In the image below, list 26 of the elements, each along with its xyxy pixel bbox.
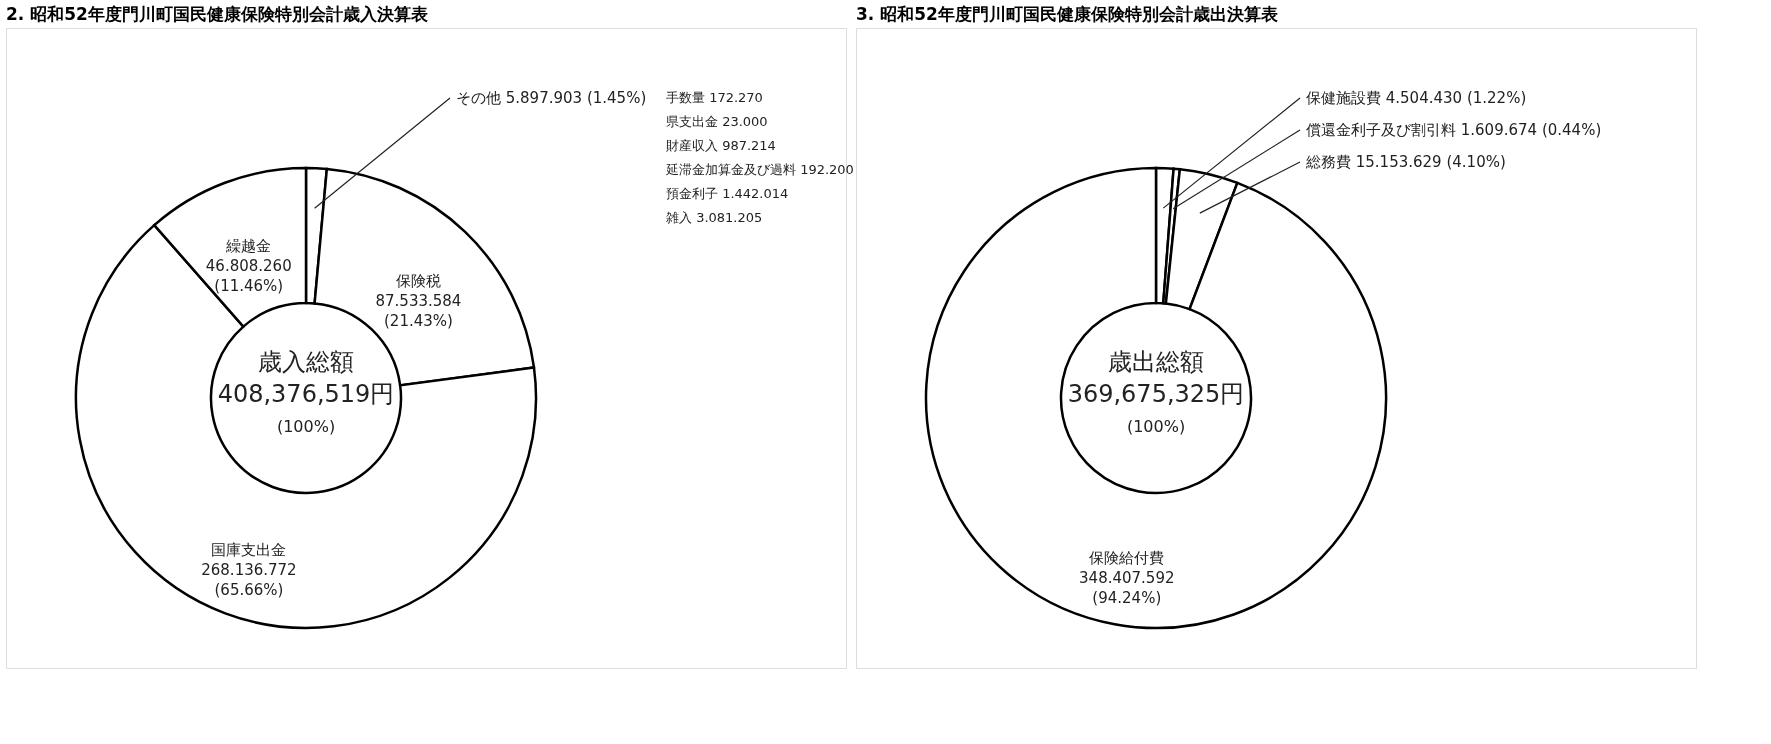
text: 手数量 172.270 xyxy=(666,90,763,105)
text: 預金利子 1.442.014 xyxy=(666,186,789,201)
chart-title: 2. 昭和52年度門川町国民健康保険特別会計歳入決算表 xyxy=(6,4,429,24)
data-label: 87.533.584 (21.43%) xyxy=(375,291,462,330)
slice-label: 保険給付費 xyxy=(1089,548,1165,567)
slice-label: その他 5.897.903 (1.45%) xyxy=(456,89,647,107)
text: (100%) xyxy=(1126,417,1186,436)
slice-label: 国庫支出金 xyxy=(211,541,287,560)
data-label: 268.136.772 (65.66%) xyxy=(201,561,297,600)
slice-label: 保健施設費 4.504.430 (1.22%) xyxy=(1306,89,1527,107)
slice-label: 繰越金 xyxy=(225,236,272,255)
text: 369,675,325円 xyxy=(1067,380,1245,408)
text: 県支出金 23.000 xyxy=(666,114,768,129)
slice-label: 償還金利子及び割引料 1.609.674 (0.44%) xyxy=(1306,121,1602,139)
text: 財産収入 987.214 xyxy=(666,138,776,153)
text: 雑入 3.081.205 xyxy=(666,210,763,225)
data-label: 46.808.260 (11.46%) xyxy=(205,256,292,295)
text: 歳出総額 xyxy=(1108,348,1204,376)
chart-title: 3. 昭和52年度門川町国民健康保険特別会計歳出決算表 xyxy=(856,4,1279,24)
slice-label: 保険税 xyxy=(395,271,441,290)
data-label: 348.407.592 (94.24%) xyxy=(1079,568,1175,607)
text: 歳入総額 xyxy=(258,348,354,376)
text: 408,376,519円 xyxy=(217,380,395,408)
text: 延滞金加算金及び過料 192.200 xyxy=(665,162,854,177)
slice-label: 総務費 15.153.629 (4.10%) xyxy=(1305,153,1506,171)
text: (100%) xyxy=(276,417,336,436)
